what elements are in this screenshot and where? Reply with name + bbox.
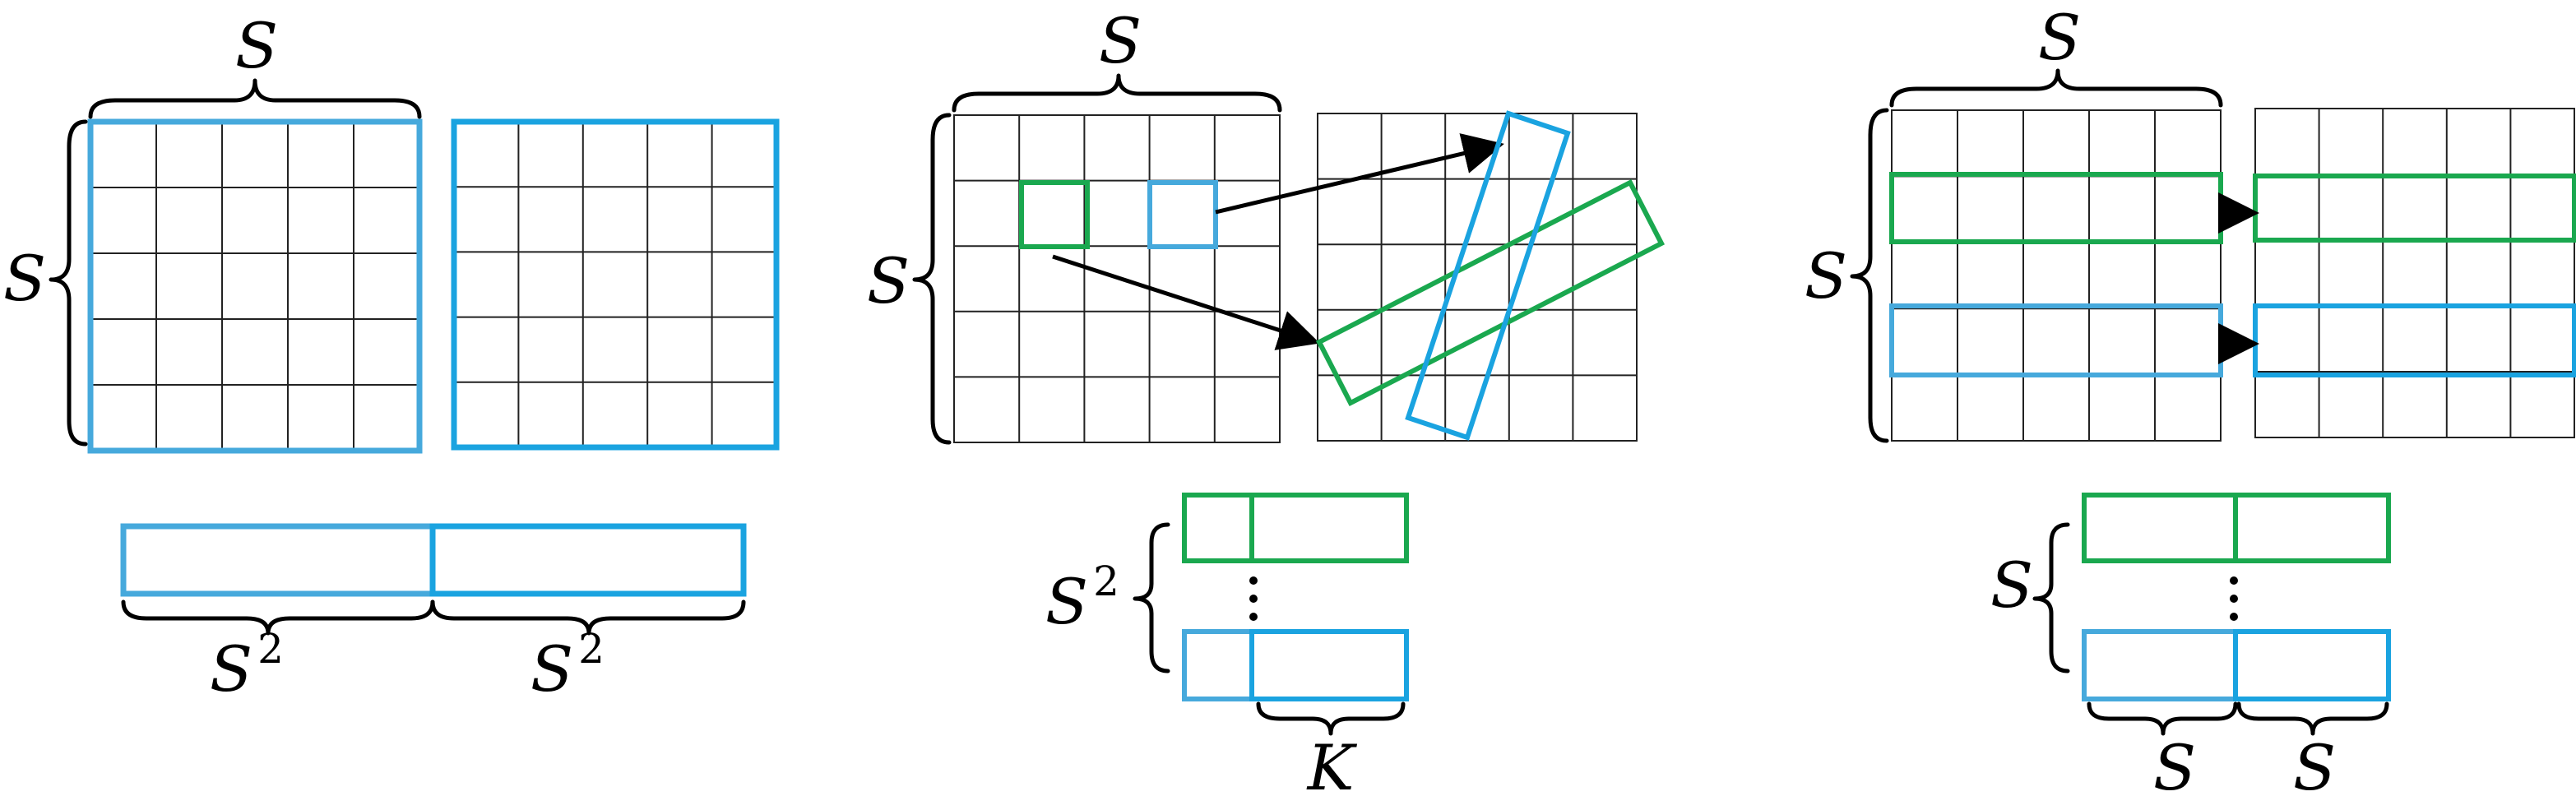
panel1-grid-b (454, 122, 776, 447)
panel3-grid-b (2255, 109, 2574, 437)
panel3-bottom-brace-right (2236, 701, 2389, 736)
panel2-row-bottom-first (1182, 629, 1254, 701)
panel1-top-label: S (235, 9, 278, 82)
panel1-top-brace (88, 78, 422, 119)
panel1-left-label: S (3, 242, 46, 315)
panel2-top-label: S (1099, 4, 1142, 77)
panel1-vector-right (429, 523, 747, 597)
panel3-blue-row-target (2253, 303, 2576, 377)
panel3-bottom-brace-left (2087, 701, 2238, 736)
panel2-arrow-green (1052, 254, 1320, 350)
panel3-row-bottom-right (2233, 629, 2391, 701)
panel2-left-label: S (867, 244, 910, 317)
panel3-row-top-right (2233, 493, 2391, 563)
panel3-row-top-left (2082, 493, 2238, 563)
panel-3: S S S S S (1805, 1, 2576, 804)
panel1-grid-b-outline (451, 118, 780, 451)
panel2-row-top-first (1182, 493, 1254, 563)
panel1-grid-a-outline (87, 118, 423, 454)
panel2-grid-b-border (1317, 113, 1638, 442)
panel2-blue-patch (1147, 180, 1218, 249)
panel3-green-row-target (2253, 174, 2576, 243)
panel3-grid-a (1892, 110, 2221, 441)
panel3-blue-row-source (1889, 303, 2223, 377)
panel3-left-label: S (1805, 239, 1847, 312)
panel3-bottom-label-right: S (2293, 731, 2336, 804)
panel1-left-brace (49, 119, 88, 447)
panel3-top-brace (1889, 68, 2223, 108)
panel3-green-row-source (1889, 172, 2223, 244)
panel2-top-brace (952, 73, 1282, 113)
panel2-left-s2-brace (1133, 522, 1170, 673)
panel3-top-label: S (2038, 1, 2081, 74)
panel2-row-top-rest (1249, 493, 1409, 563)
panel3-left-brace (1850, 108, 1889, 443)
panel1-bottom-brace-left (121, 599, 435, 636)
panel3-row-bottom-left (2082, 629, 2238, 701)
panel2-rotated-green-strip (1315, 178, 1666, 407)
panel1-vector-left (120, 523, 436, 597)
panel3-vertical-dots (2230, 576, 2238, 621)
panel3-left-s-label: S (1990, 548, 2033, 622)
panel3-bottom-label-left: S (2153, 731, 2196, 804)
panel3-grid-a-border (1891, 109, 2222, 442)
panel3-left-s-brace (2032, 522, 2070, 673)
panel2-row-bottom-rest (1249, 629, 1409, 701)
panel2-k-label: K (1306, 731, 1358, 804)
panel1-bottom-brace-right (430, 599, 746, 636)
panel2-arrow-blue (1215, 133, 1504, 215)
panel2-grid-a (954, 115, 1280, 442)
panel2-k-brace (1256, 701, 1406, 736)
panel2-grid-b (1318, 113, 1637, 441)
panel3-grid-b-border (2254, 108, 2575, 438)
panel2-grid-a-border (953, 114, 1281, 443)
panel2-vertical-dots (1249, 576, 1258, 621)
panel2-left-brace (912, 113, 952, 445)
panel2-rotated-blue-strip (1405, 110, 1571, 441)
panel1-grid-a (90, 122, 419, 451)
panel2-green-patch (1019, 180, 1090, 249)
